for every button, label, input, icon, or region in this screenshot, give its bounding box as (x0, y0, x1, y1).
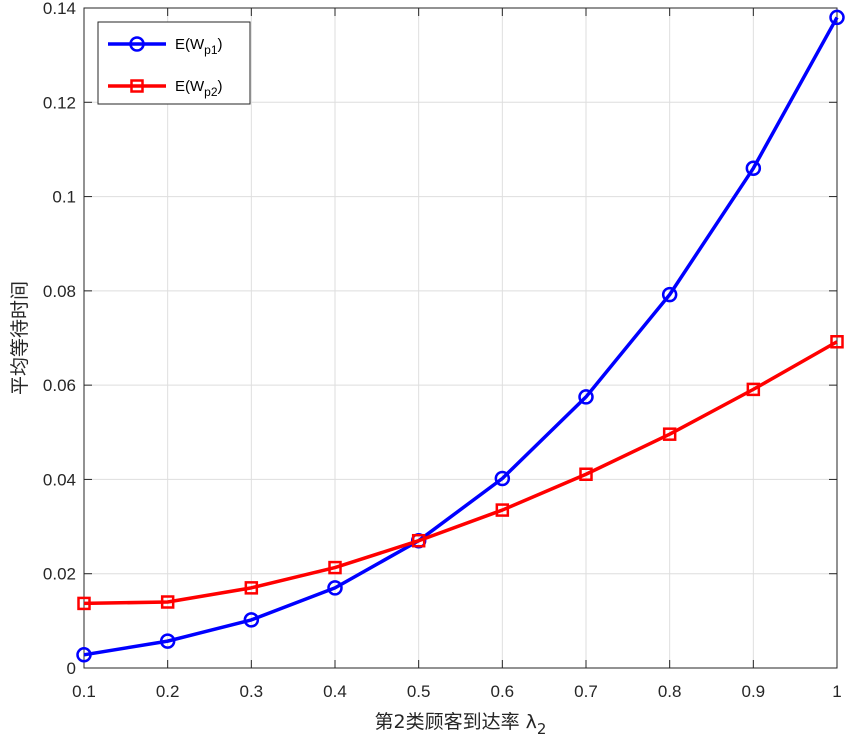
series-1 (76, 9, 845, 663)
x-tick-label: 0.5 (407, 682, 431, 701)
series-1-line (83, 16, 839, 657)
series-2-point (830, 335, 844, 349)
x-axis-title: 第2类顾客到达率 λ2 (375, 711, 547, 738)
x-tick-label: 0.2 (156, 682, 180, 701)
series-2-point (77, 596, 91, 611)
x-tick-label: 0.7 (574, 682, 598, 701)
x-tick-label: 0.1 (72, 682, 96, 701)
y-tick-label: 0 (67, 659, 76, 678)
series-layer (76, 9, 845, 663)
legend: E(Wp1)E(Wp2) (97, 21, 251, 105)
series-2-point (662, 427, 677, 441)
y-tick-label: 0.08 (43, 282, 76, 301)
y-tick-label: 0.02 (43, 565, 76, 584)
series-1-point (745, 160, 762, 177)
series-1-point (578, 389, 594, 405)
y-axis: 0 0.02 0.04 0.06 0.08 0.1 0.12 0.14 (43, 0, 837, 678)
legend-label-1: E(Wp1) (175, 36, 223, 57)
series-1-point (494, 470, 511, 487)
legend-label-main: E(W (175, 36, 205, 53)
legend-label-2: E(Wp2) (175, 78, 223, 99)
series-2-line (83, 340, 838, 606)
series-2-point (579, 467, 593, 481)
y-tick-label: 0.04 (43, 470, 76, 489)
y-tick-label: 0.1 (52, 188, 76, 207)
series-1-point (243, 612, 260, 628)
x-axis: 0.1 0.2 0.3 0.4 0.5 0.6 0.7 0.8 0.9 1 (72, 8, 842, 701)
series-1-point (829, 9, 845, 26)
series-2-point (328, 560, 342, 575)
x-axis-title-subscript: 2 (537, 720, 547, 738)
series-1-point (661, 286, 678, 303)
y-axis-title: 平均等待时间 (9, 281, 31, 395)
y-tick-label: 0.14 (43, 0, 76, 18)
x-tick-label: 0.8 (658, 682, 682, 701)
plot-area (83, 7, 838, 669)
series-2-point (244, 581, 259, 595)
series-1-point (76, 647, 92, 663)
y-tick-label: 0.12 (43, 93, 76, 112)
series-2-point (411, 533, 426, 548)
legend-label-subscript: p1 (204, 43, 218, 57)
legend-label-subscript: p2 (204, 85, 218, 99)
x-axis-title-main: 第2类顾客到达率 λ (375, 711, 537, 733)
x-tick-label: 1 (832, 682, 841, 701)
series-1-point (327, 580, 343, 596)
series-2-point (160, 595, 175, 609)
series-2-point (746, 382, 761, 397)
legend-marker-1 (129, 36, 145, 52)
x-tick-label: 0.4 (323, 682, 347, 701)
legend-box (97, 21, 251, 105)
legend-label-suffix: ) (218, 36, 223, 53)
series-2 (77, 335, 844, 611)
x-tick-label: 0.3 (240, 682, 264, 701)
series-2-point (495, 503, 510, 517)
legend-marker-2 (130, 79, 144, 93)
legend-label-main: E(W (175, 78, 205, 95)
x-tick-label: 0.9 (742, 682, 766, 701)
legend-label-suffix: ) (218, 78, 223, 95)
series-1-point (159, 633, 176, 649)
y-tick-label: 0.06 (43, 376, 76, 395)
x-tick-label: 0.6 (491, 682, 515, 701)
